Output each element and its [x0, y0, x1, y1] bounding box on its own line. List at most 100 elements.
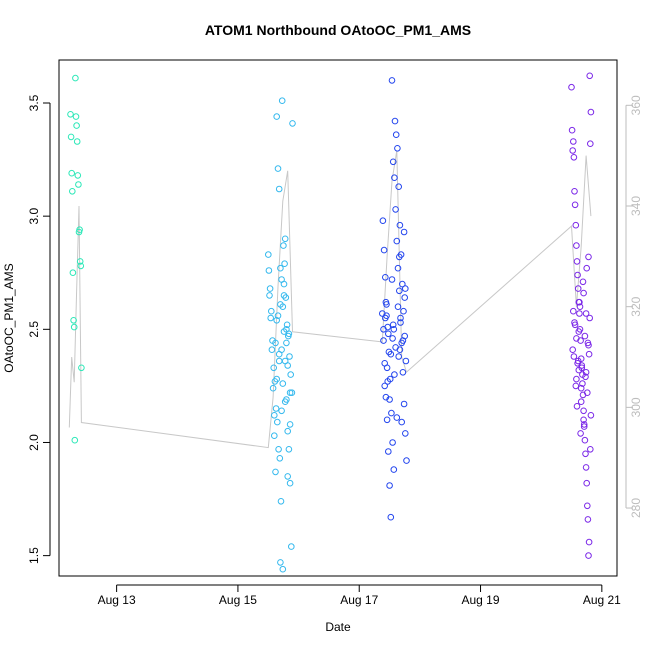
data-point — [380, 246, 388, 254]
data-point — [285, 446, 293, 453]
data-point — [270, 364, 278, 372]
y2-tick-label: 360 — [629, 95, 643, 115]
data-point — [77, 262, 85, 270]
data-point — [577, 430, 584, 437]
data-point — [398, 418, 406, 426]
data-point — [380, 337, 387, 344]
data-point — [72, 113, 80, 120]
data-point — [391, 117, 399, 125]
data-point — [280, 280, 288, 288]
x-tick-label: Aug 19 — [462, 593, 500, 607]
data-point — [396, 253, 403, 261]
data-point — [399, 337, 407, 344]
data-point — [573, 242, 580, 249]
data-point — [579, 278, 587, 286]
data-point — [577, 398, 585, 406]
data-point — [382, 314, 389, 322]
data-point — [382, 298, 390, 306]
data-point — [403, 457, 410, 464]
data-point — [383, 416, 391, 424]
data-point — [272, 405, 280, 412]
data-point — [573, 258, 581, 265]
data-point — [269, 384, 277, 392]
data-point — [396, 287, 403, 295]
x-tick-label: Aug 15 — [219, 593, 257, 607]
data-point — [277, 301, 284, 308]
data-point — [579, 380, 586, 387]
data-point — [569, 147, 577, 154]
data-point — [281, 260, 288, 268]
data-point — [583, 264, 591, 272]
x-tick-label: Aug 13 — [98, 593, 136, 607]
data-point — [76, 226, 83, 233]
data-point — [289, 120, 296, 127]
data-point — [274, 165, 282, 172]
data-point — [576, 298, 583, 306]
data-point — [284, 427, 292, 435]
data-point — [580, 421, 588, 428]
y-tick-label: 3.5 — [27, 94, 41, 111]
data-point — [587, 140, 594, 147]
data-point — [397, 319, 404, 326]
data-point — [281, 235, 289, 243]
data-point — [271, 412, 278, 419]
data-point — [266, 292, 273, 299]
data-point — [380, 326, 387, 333]
data-point — [571, 188, 578, 195]
data-point — [572, 221, 580, 229]
data-point — [286, 353, 293, 360]
data-point — [390, 326, 398, 333]
data-point — [401, 294, 409, 301]
data-point — [570, 138, 577, 145]
data-point — [266, 285, 274, 292]
data-point — [383, 364, 391, 372]
data-point — [68, 169, 75, 177]
data-point — [281, 398, 289, 406]
data-point — [583, 479, 591, 487]
data-point — [577, 384, 585, 392]
data-point — [67, 111, 74, 118]
data-point — [581, 332, 589, 340]
data-point — [285, 330, 293, 338]
data-point — [587, 412, 595, 419]
data-point — [275, 357, 283, 365]
data-point — [402, 430, 409, 437]
data-point — [73, 122, 80, 129]
data-point — [582, 369, 590, 376]
data-point — [397, 314, 404, 322]
data-point — [402, 285, 409, 292]
y-tick-label: 2.0 — [27, 434, 41, 451]
data-point — [580, 407, 587, 415]
data-point — [389, 439, 396, 446]
y-tick-label: 3.0 — [27, 208, 41, 225]
data-point — [396, 346, 404, 354]
series-group — [67, 74, 85, 444]
data-point — [584, 516, 592, 523]
data-point — [390, 466, 398, 473]
y2-tick-label: 300 — [629, 397, 643, 417]
data-point — [267, 314, 275, 322]
data-point — [271, 432, 278, 440]
data-point — [283, 339, 290, 347]
data-point — [576, 303, 584, 311]
data-point — [283, 321, 291, 329]
data-point — [573, 403, 581, 410]
data-points-layer — [67, 72, 595, 573]
data-point — [574, 285, 582, 292]
data-point — [284, 473, 292, 480]
data-point — [578, 362, 586, 369]
data-point — [268, 346, 276, 354]
data-point — [379, 217, 387, 224]
data-point — [568, 126, 576, 134]
data-point — [277, 498, 285, 505]
data-point — [75, 181, 82, 188]
data-point — [280, 242, 287, 249]
data-point — [387, 350, 395, 358]
data-point — [273, 317, 281, 324]
data-point — [399, 369, 407, 376]
data-point — [388, 276, 396, 283]
data-point — [580, 416, 587, 424]
data-point — [395, 183, 403, 190]
data-point — [393, 237, 401, 245]
data-point — [287, 371, 295, 378]
